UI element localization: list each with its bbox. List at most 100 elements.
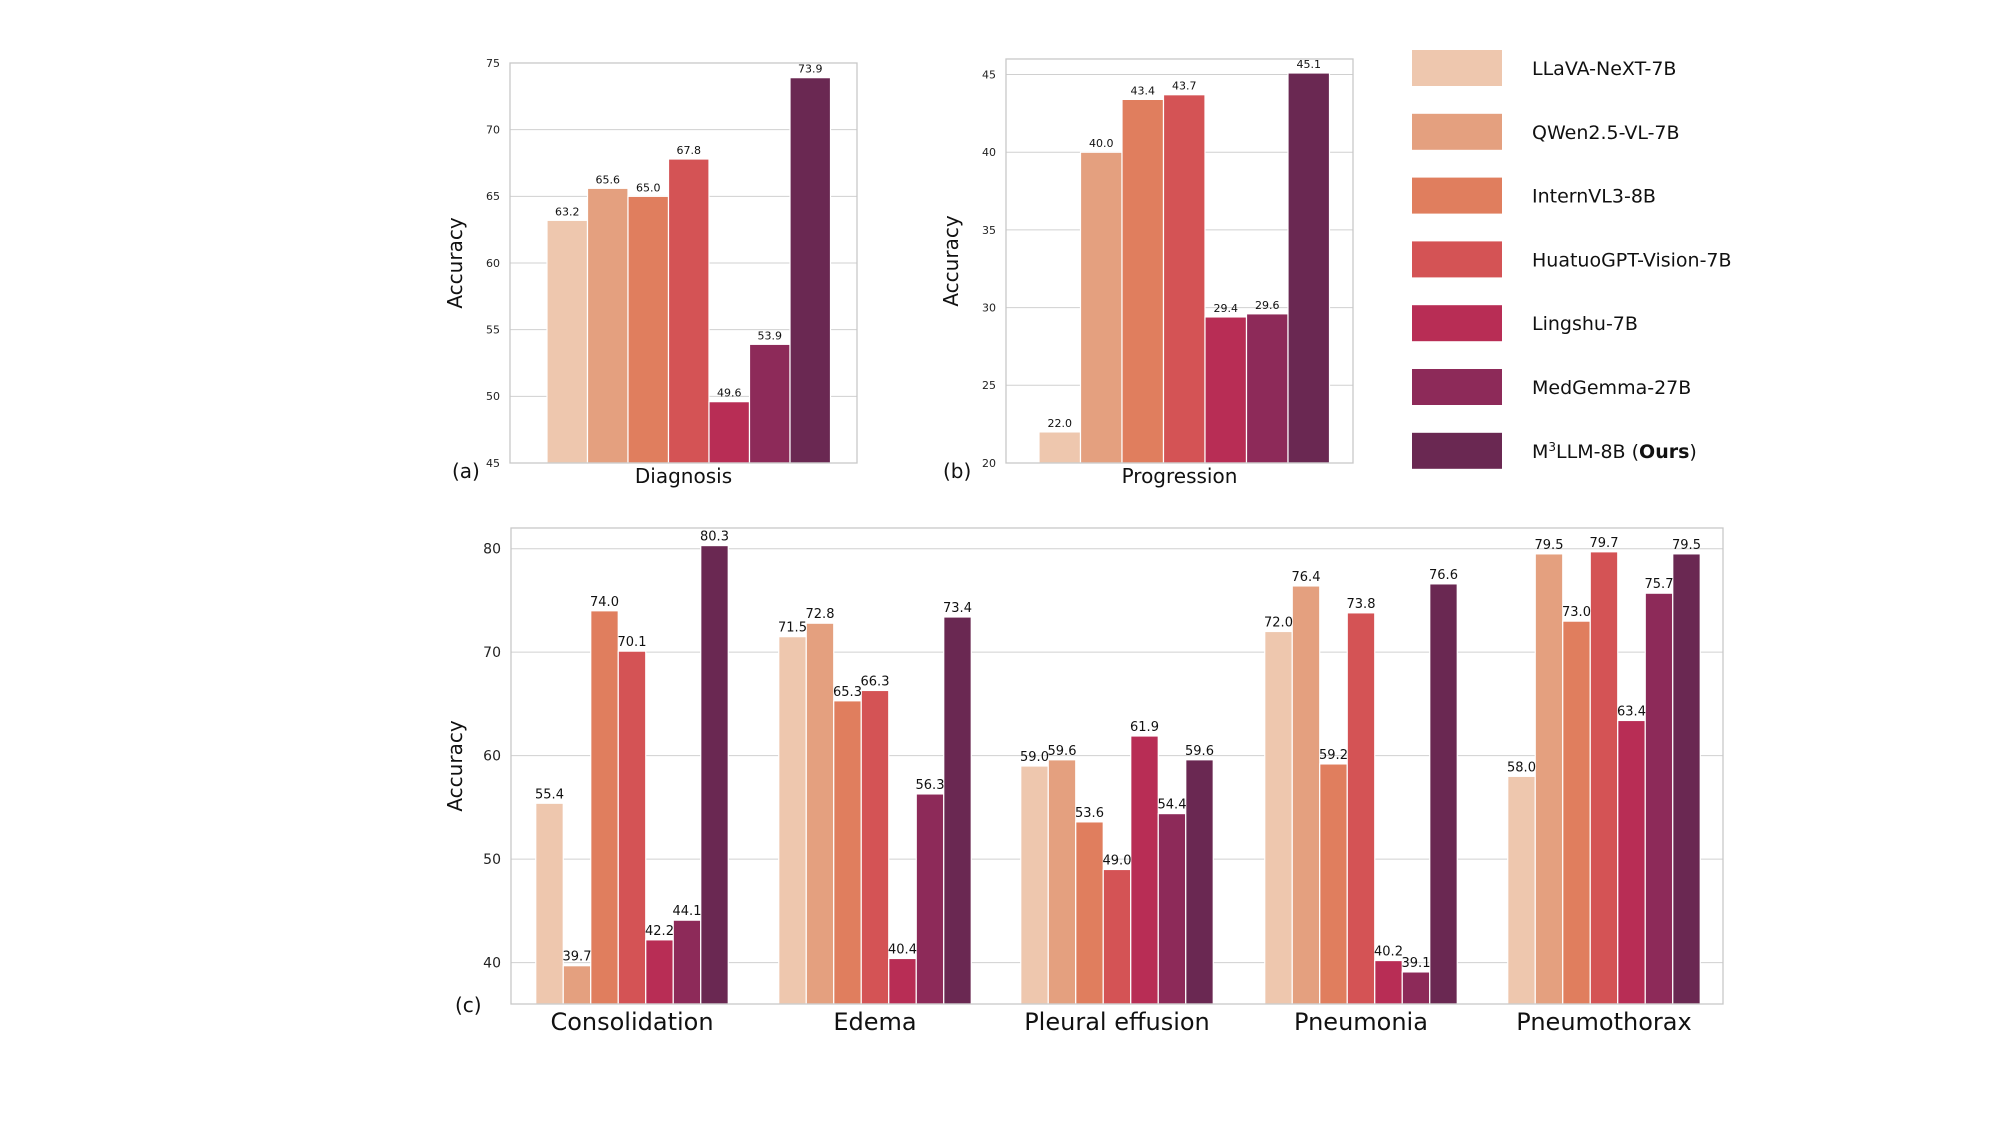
data-label: 63.4 bbox=[1617, 704, 1646, 719]
legend: LLaVA-NeXT-7B QWen2.5-VL-7B InternVL3-8B Hu… bbox=[1412, 50, 1732, 469]
data-label: 79.5 bbox=[1535, 538, 1564, 553]
y-tick-label: 55 bbox=[486, 324, 500, 337]
data-label: 73.9 bbox=[798, 63, 823, 76]
legend-label: InternVL3-8B bbox=[1532, 186, 1656, 208]
data-label: 73.0 bbox=[1562, 605, 1591, 620]
bar-internvl3-8b-consolidation bbox=[590, 610, 619, 1005]
data-label: 53.9 bbox=[758, 329, 783, 342]
data-label: 53.6 bbox=[1075, 806, 1104, 821]
y-tick-label: 35 bbox=[982, 224, 996, 237]
bar-internvl3-8b-progression bbox=[1121, 98, 1165, 464]
data-label: 55.4 bbox=[535, 787, 564, 802]
bar-llava-next-7b-edema bbox=[778, 636, 807, 1005]
bar-llava-next-7b-pneumothorax bbox=[1507, 775, 1536, 1005]
y-tick-label: 30 bbox=[982, 301, 996, 314]
legend-item-llava-next-7b: LLaVA-NeXT-7B bbox=[1412, 50, 1676, 86]
bar-lingshu-7b-diagnosis bbox=[708, 401, 751, 464]
bars bbox=[546, 77, 832, 464]
data-label: 56.3 bbox=[916, 778, 945, 793]
y-tick-label: 40 bbox=[982, 146, 996, 159]
bars bbox=[535, 544, 1701, 1005]
legend-label: M3LLM-8B (Ours) bbox=[1532, 440, 1697, 463]
data-label: 63.2 bbox=[555, 205, 580, 218]
data-label: 39.7 bbox=[563, 950, 592, 965]
legend-swatch bbox=[1412, 432, 1502, 469]
bar-medgemma-27b-pneumothorax bbox=[1644, 592, 1674, 1005]
y-axis-label: Accuracy bbox=[939, 215, 963, 306]
data-label: 44.1 bbox=[673, 904, 702, 919]
y-tick-label: 40 bbox=[483, 956, 501, 972]
chart-progression: 20 25 30 35 40 45 22.0 40.0 43.4 43.7 29.4 29.6 45.1… bbox=[939, 58, 1354, 488]
data-label: 61.9 bbox=[1130, 720, 1159, 735]
data-label: 73.8 bbox=[1347, 597, 1376, 612]
data-label: 72.0 bbox=[1264, 615, 1293, 630]
data-label: 73.4 bbox=[943, 601, 972, 616]
bar-llava-next-7b-consolidation bbox=[535, 802, 564, 1005]
y-tick-label: 70 bbox=[483, 645, 501, 661]
data-label: 49.0 bbox=[1103, 853, 1132, 868]
axes-frame bbox=[510, 527, 1724, 1005]
bar-lingshu-7b-consolidation bbox=[645, 939, 674, 1005]
bar-lingshu-7b-pneumothorax bbox=[1617, 719, 1646, 1005]
data-label: 74.0 bbox=[590, 595, 619, 610]
legend-swatch bbox=[1412, 177, 1502, 214]
chart-diagnosis: 45 50 55 60 65 70 75 63.2 65.6 65.0 67.8 49.6 53.9 73… bbox=[443, 57, 858, 488]
legend-swatch bbox=[1412, 369, 1502, 405]
y-tick-label: 45 bbox=[982, 68, 996, 81]
bar-huatuogpt-vision-7b-progression bbox=[1162, 94, 1206, 464]
legend-swatch bbox=[1412, 241, 1502, 278]
bar-m3llm-8b-pneumothorax bbox=[1672, 553, 1701, 1005]
data-label: 59.6 bbox=[1185, 744, 1214, 759]
y-axis-label: Accuracy bbox=[443, 217, 467, 308]
bar-llava-next-7b-pleural-effusion bbox=[1020, 765, 1049, 1005]
bar-qwen2-5-vl-7b-diagnosis bbox=[586, 187, 629, 464]
data-label: 72.8 bbox=[806, 607, 835, 622]
data-label: 76.6 bbox=[1429, 568, 1458, 583]
bar-m3llm-8b-progression bbox=[1287, 72, 1331, 464]
x-category-label: Pneumothorax bbox=[1516, 1008, 1691, 1036]
data-label: 75.7 bbox=[1645, 577, 1674, 592]
x-category-label: Pleural effusion bbox=[1024, 1008, 1210, 1036]
data-label: 80.3 bbox=[700, 530, 729, 545]
panel-label: (b) bbox=[943, 459, 971, 483]
data-label: 65.3 bbox=[833, 685, 862, 700]
bars bbox=[1038, 72, 1331, 464]
data-label: 43.4 bbox=[1131, 84, 1156, 97]
legend-item-huatuogpt-vision-7b: HuatuoGPT-Vision-7B bbox=[1412, 241, 1732, 278]
data-label: 45.1 bbox=[1297, 58, 1322, 71]
data-label: 59.6 bbox=[1048, 744, 1077, 759]
bar-m3llm-8b-consolidation bbox=[700, 544, 729, 1005]
bar-medgemma-27b-consolidation bbox=[672, 919, 702, 1005]
legend-swatch bbox=[1412, 50, 1502, 86]
x-category-label: Consolidation bbox=[550, 1008, 713, 1036]
legend-label: MedGemma-27B bbox=[1532, 377, 1691, 399]
y-tick-label: 60 bbox=[486, 257, 500, 270]
bar-m3llm-8b-pneumonia bbox=[1429, 583, 1458, 1005]
bar-lingshu-7b-pleural-effusion bbox=[1130, 735, 1159, 1005]
bar-qwen2-5-vl-7b-edema bbox=[805, 622, 835, 1005]
bar-huatuogpt-vision-7b-pleural-effusion bbox=[1102, 868, 1132, 1005]
y-tick-label: 50 bbox=[486, 390, 500, 403]
chart-per-finding: 40 50 60 70 80 55.4 39.7 74.0 70.1 42.2 44.1 80.3 Co… bbox=[443, 527, 1724, 1036]
panel-label: (c) bbox=[455, 993, 482, 1017]
bar-huatuogpt-vision-7b-consolidation bbox=[617, 650, 647, 1005]
legend-swatch bbox=[1412, 305, 1502, 342]
legend-label: LLaVA-NeXT-7B bbox=[1532, 58, 1676, 80]
data-label: 43.7 bbox=[1172, 80, 1197, 93]
bar-medgemma-27b-pleural-effusion bbox=[1157, 812, 1187, 1005]
bar-lingshu-7b-pneumonia bbox=[1374, 959, 1403, 1005]
panel-label: (a) bbox=[452, 459, 480, 483]
x-axis-label: Progression bbox=[1122, 464, 1238, 488]
data-label: 42.2 bbox=[645, 924, 674, 939]
legend-item-medgemma-27b: MedGemma-27B bbox=[1412, 369, 1691, 405]
bar-huatuogpt-vision-7b-edema bbox=[860, 689, 890, 1005]
bar-huatuogpt-vision-7b-pneumothorax bbox=[1589, 551, 1619, 1005]
data-label: 70.1 bbox=[618, 635, 647, 650]
y-tick-label: 25 bbox=[982, 379, 996, 392]
legend-item-m3llm-8b: M3LLM-8B (Ours) bbox=[1412, 432, 1697, 469]
bar-m3llm-8b-diagnosis bbox=[789, 77, 832, 464]
data-label: 71.5 bbox=[778, 621, 807, 636]
data-label: 22.0 bbox=[1048, 417, 1073, 430]
data-label: 29.4 bbox=[1214, 302, 1239, 315]
